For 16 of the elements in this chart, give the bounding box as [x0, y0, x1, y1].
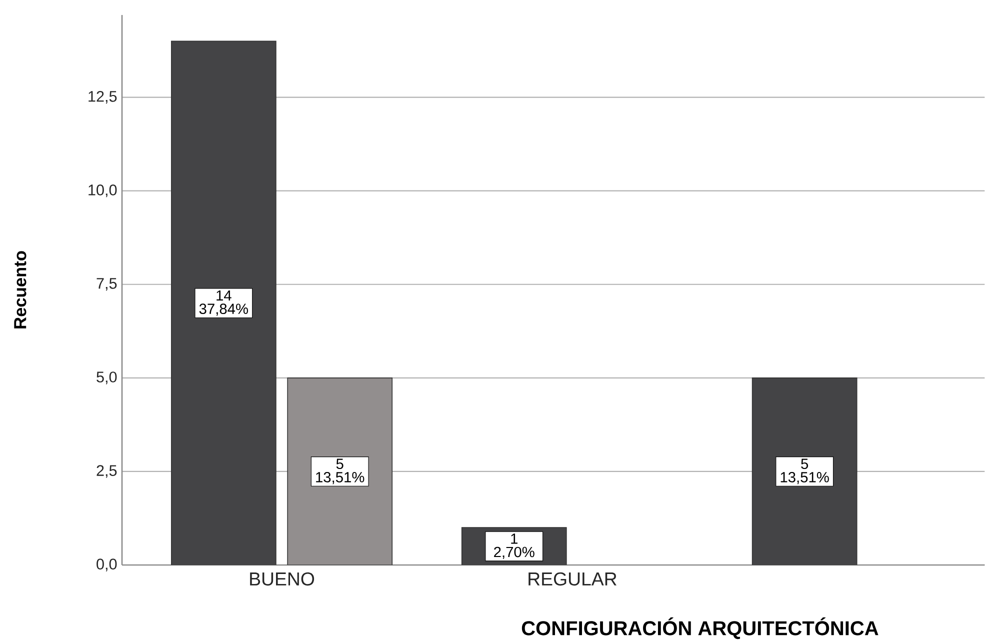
- y-axis-title: Recuento: [14, 251, 26, 328]
- y-tick-label: 0,0: [96, 558, 117, 572]
- x-tick-label: REGULAR: [528, 572, 616, 586]
- data-label: 5 13,51%: [780, 458, 829, 484]
- y-tick-label: 2,5: [96, 465, 117, 478]
- y-tick-label: 10,0: [88, 184, 117, 198]
- data-label: 14 37,84%: [199, 290, 248, 316]
- bar: [752, 378, 858, 565]
- data-label: 1 2,70%: [494, 534, 534, 559]
- x-tick-label: BUENO: [250, 572, 314, 586]
- bar: [170, 40, 276, 565]
- y-tick-label: 12,5: [88, 90, 117, 104]
- data-label: 5 13,51%: [316, 458, 364, 484]
- y-tick-label: 7,5: [96, 278, 117, 291]
- y-tick-label: 5,0: [96, 372, 117, 384]
- x-axis-title: CONFIGURACIÓN ARQUITECTÓNICA: [522, 617, 878, 640]
